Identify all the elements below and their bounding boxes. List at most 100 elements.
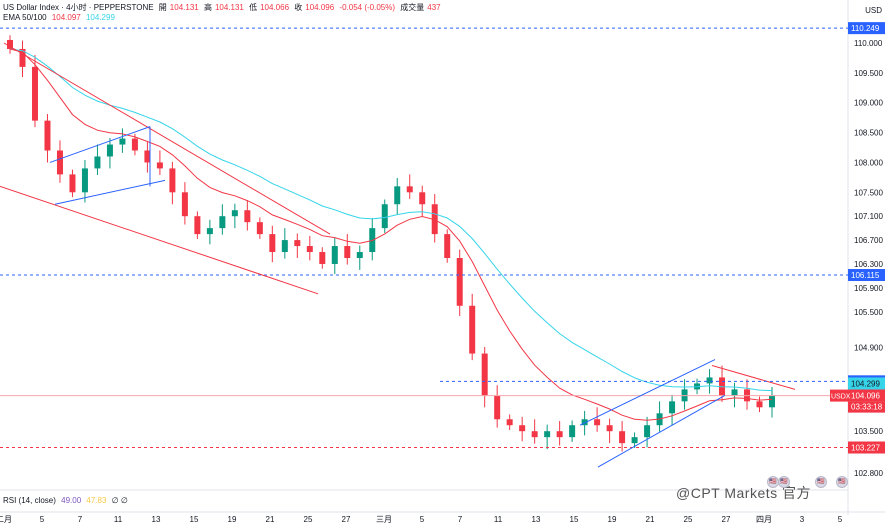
- candle-body: [7, 40, 13, 49]
- candle-body: [531, 431, 538, 438]
- candle-body: [706, 377, 713, 384]
- price-tick-label: 108.500: [854, 129, 883, 138]
- currency-label: USD: [865, 6, 882, 15]
- candle-body: [644, 425, 651, 438]
- candle-body: [244, 210, 251, 223]
- event-flag-icon[interactable]: 🇺🇸: [836, 476, 848, 488]
- price-label-text: 103.227: [851, 443, 880, 452]
- candle-body: [156, 162, 163, 169]
- candle-body: [519, 425, 526, 432]
- symbol-tag-text: USDX: [831, 394, 851, 401]
- time-tick-label: 5: [40, 515, 45, 524]
- price-label-bg: [848, 377, 885, 390]
- rsi-ma-value: 47.83: [86, 496, 107, 505]
- event-flag-icon[interactable]: 🇺🇸: [815, 476, 827, 488]
- rising-channel-upper: [579, 359, 716, 426]
- candle-body: [606, 425, 613, 432]
- candle-body: [506, 419, 513, 426]
- rsi-value: 49.00: [61, 496, 82, 505]
- candle-body: [81, 168, 88, 193]
- candle-body: [56, 150, 63, 175]
- time-tick-label: 25: [684, 515, 693, 524]
- low-label: 低: [249, 3, 258, 12]
- flag-upper-blue: [49, 126, 151, 163]
- volume-value: 437: [427, 3, 441, 12]
- channel-upper-red: [3, 42, 331, 235]
- volume-label: 成交量: [400, 3, 425, 12]
- candle-body: [569, 425, 576, 438]
- candle-body: [731, 389, 738, 396]
- candle-body: [494, 395, 501, 420]
- candle-body: [69, 174, 76, 193]
- candle-body: [19, 48, 26, 67]
- time-tick-label: 21: [266, 515, 275, 524]
- ohlc-header: US Dollar Index · 4小时 · PEPPERSTONE 開 104…: [3, 2, 444, 13]
- time-tick-label: 25: [304, 515, 313, 524]
- change-value: -0.054 (-0.05%): [339, 3, 396, 12]
- price-tick-label: 110.000: [854, 39, 883, 48]
- candle-body: [419, 192, 426, 205]
- price-tick-label: 102.800: [854, 469, 883, 478]
- time-tick-label: 13: [152, 515, 161, 524]
- time-tick-label: 5: [838, 515, 843, 524]
- close-value: 104.096: [305, 3, 335, 12]
- candle-body: [581, 419, 588, 426]
- channel-lower-red: [0, 185, 319, 295]
- candle-body: [406, 186, 413, 193]
- candle-body: [331, 246, 338, 264]
- time-tick-label: 四月: [756, 515, 772, 524]
- time-tick-label: 15: [190, 515, 199, 524]
- candle-body: [556, 431, 563, 438]
- open-value: 104.131: [169, 3, 199, 12]
- rsi-label: RSI (14, close): [3, 496, 56, 505]
- candle-body: [181, 192, 188, 217]
- price-tick-label: 105.900: [854, 284, 883, 293]
- price-label-bg: [848, 441, 885, 454]
- event-flag-icon[interactable]: 🇺🇸: [778, 476, 790, 488]
- open-label: 開: [158, 3, 167, 12]
- candle-body: [131, 138, 138, 151]
- event-flag-1: 🇺🇸: [780, 479, 788, 485]
- rsi-header: RSI (14, close) 49.00 47.83 ∅ ∅: [3, 496, 131, 505]
- candle-body: [144, 150, 151, 163]
- price-label-text: 110.249: [851, 24, 880, 33]
- candle-body: [631, 437, 638, 444]
- symbol-tag-bg: [830, 389, 848, 402]
- time-tick-label: 27: [722, 515, 731, 524]
- price-tick-label: 106.300: [854, 260, 883, 269]
- price-tick-label: 103.500: [854, 427, 883, 436]
- candle-body: [669, 401, 676, 414]
- candle-body: [294, 240, 301, 247]
- candle-body: [344, 246, 351, 258]
- time-tick-label: 三月: [376, 515, 392, 524]
- price-tick-label: 105.500: [854, 308, 883, 317]
- time-tick-label: 3: [800, 515, 805, 524]
- candle-body: [544, 431, 551, 438]
- time-tick-label: 7: [458, 515, 463, 524]
- high-label: 高: [203, 3, 212, 12]
- candle-body: [169, 168, 176, 193]
- ema100-value: 104.299: [85, 13, 115, 22]
- candle-body: [356, 252, 363, 258]
- ema50-line: [9, 48, 773, 421]
- price-tick-label: 109.000: [854, 99, 883, 108]
- countdown-text: 03:33:18: [851, 403, 883, 412]
- price-label-bg: [848, 389, 885, 402]
- price-label-bg: [848, 22, 885, 35]
- candle-body: [769, 395, 775, 408]
- candle-body: [594, 419, 601, 426]
- rising-channel-lower: [597, 394, 726, 468]
- time-tick-label: 19: [608, 515, 617, 524]
- time-tick-label: 27: [342, 515, 351, 524]
- time-tick-label: 15: [570, 515, 579, 524]
- candle-body: [256, 222, 263, 235]
- flag-lower-blue: [54, 179, 166, 205]
- candle-body: [444, 234, 451, 258]
- candle-body: [231, 210, 238, 217]
- low-value: 104.066: [260, 3, 290, 12]
- ema-label: EMA 50/100: [3, 13, 47, 22]
- time-tick-label: 5: [420, 515, 425, 524]
- event-flag-2: 🇺🇸: [817, 479, 825, 485]
